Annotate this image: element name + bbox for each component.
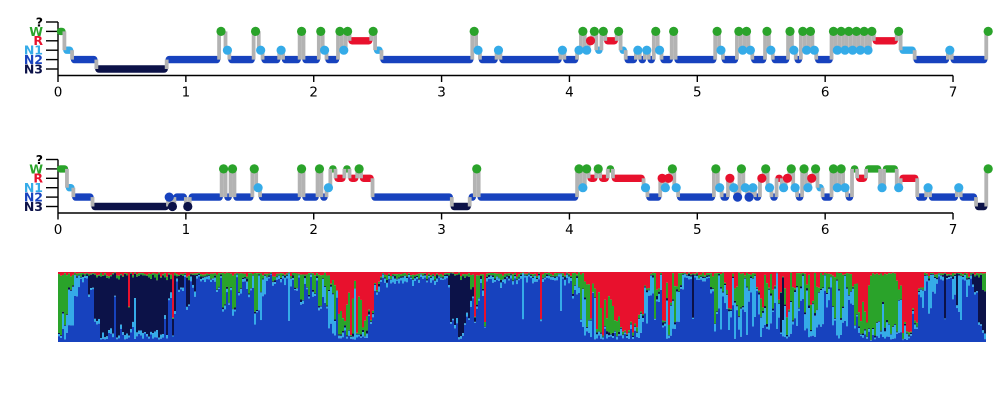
- x-tick-label: 3: [437, 85, 446, 101]
- x-tick-label: 1: [182, 222, 191, 238]
- stage-label-r: R: [33, 33, 43, 48]
- stage-label-r: R: [33, 171, 43, 186]
- stage-dots: [216, 26, 993, 55]
- hypnodensity-panel: [58, 272, 986, 342]
- x-tick-label: 5: [693, 85, 702, 101]
- stage-label-n2: N2: [24, 52, 43, 67]
- stage-dots: [164, 164, 993, 212]
- x-tick-label: 2: [309, 85, 318, 101]
- stage-segments: [56, 165, 988, 211]
- x-tick-label: 5: [693, 222, 702, 238]
- x-tick-label: 0: [54, 222, 63, 238]
- x-tick-label: 4: [565, 222, 574, 238]
- x-tick-label: 0: [54, 85, 63, 101]
- x-tick-label: 2: [309, 222, 318, 238]
- stage-label-n1: N1: [24, 180, 43, 195]
- x-tick-label: 7: [949, 222, 958, 238]
- x-tick-label: 6: [821, 222, 830, 238]
- stage-label-?: ?: [36, 152, 43, 167]
- x-tick-label: 1: [182, 85, 191, 101]
- x-tick-label: 3: [437, 222, 446, 238]
- stage-label-w: W: [29, 24, 43, 39]
- stage-label-?: ?: [36, 14, 43, 29]
- stage-label-n3: N3: [24, 61, 43, 76]
- x-tick-label: 7: [949, 85, 958, 101]
- stage-label-n1: N1: [24, 43, 43, 58]
- stage-label-w: W: [29, 161, 43, 176]
- x-tick-label: 6: [821, 85, 830, 101]
- stage-segments: [56, 27, 988, 73]
- stage-label-n2: N2: [24, 190, 43, 205]
- x-tick-label: 4: [565, 85, 574, 101]
- stage-label-n3: N3: [24, 199, 43, 214]
